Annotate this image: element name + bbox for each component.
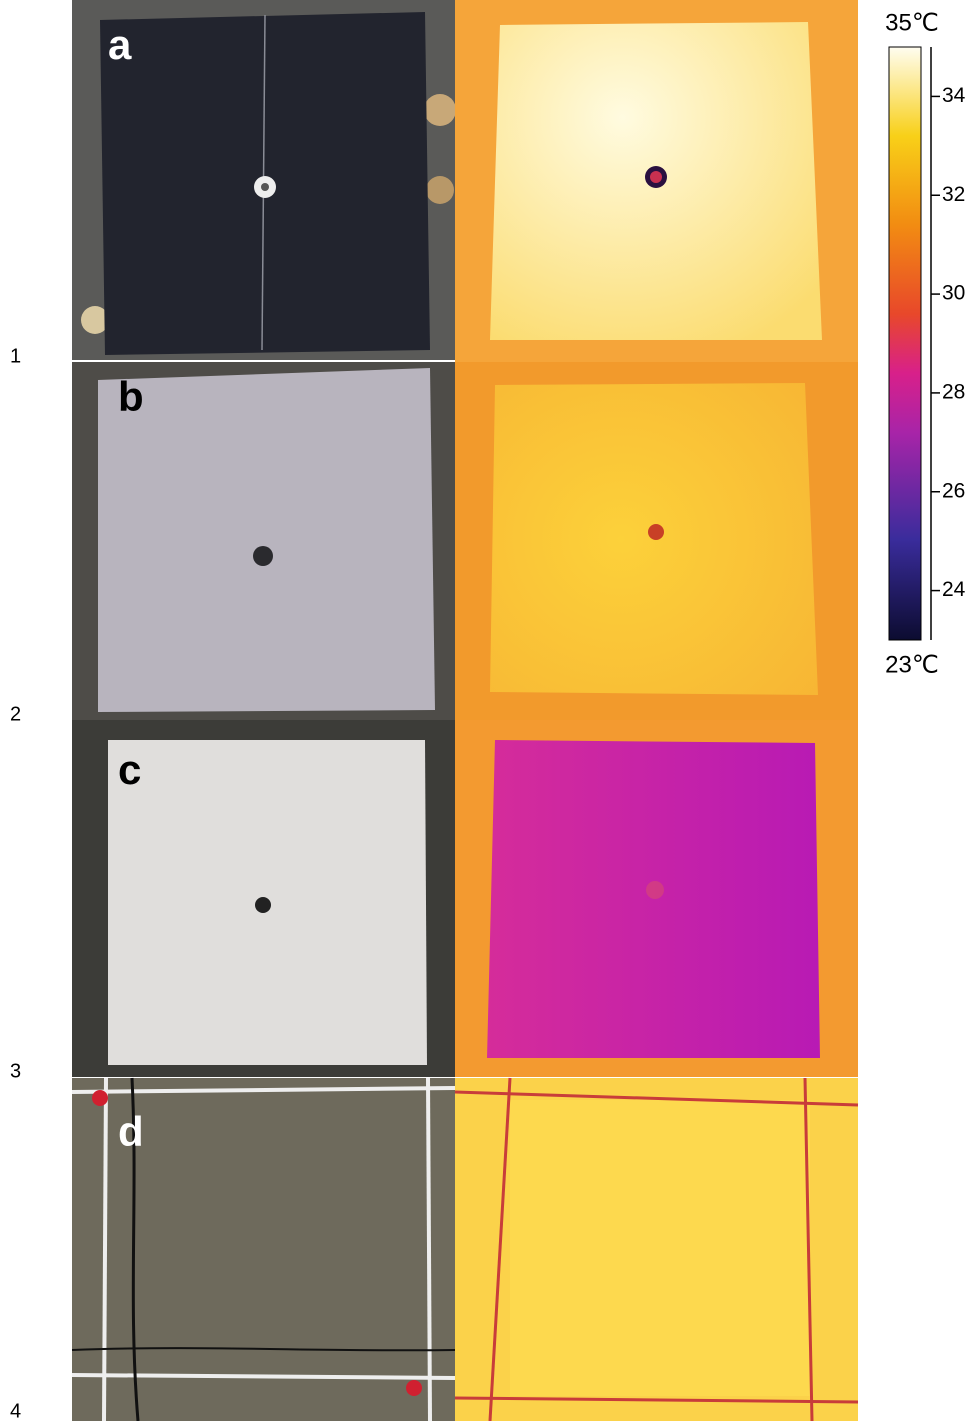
tick-label: 28	[942, 380, 965, 403]
row-number: 4	[10, 1400, 21, 1421]
tick-label: 34	[942, 84, 966, 107]
thermal-a	[455, 0, 858, 362]
thermal-b	[455, 362, 858, 720]
tick-label: 26	[942, 479, 965, 502]
page: {"panels": [ {"row": "1", "label": "a"},…	[0, 0, 976, 1426]
row-number: 2	[10, 703, 21, 725]
tick-label: 24	[942, 578, 966, 601]
colorbar-min-label: 23℃	[885, 651, 939, 678]
panel-label: a	[108, 21, 132, 68]
row-number: 1	[10, 345, 21, 367]
panel-label: b	[118, 373, 144, 420]
panel-label: c	[118, 746, 141, 793]
panel-label: d	[118, 1108, 144, 1155]
thermal-c	[455, 720, 858, 1077]
tick-label: 30	[942, 282, 965, 305]
colorbar-max-label: 35℃	[885, 9, 939, 36]
row-number: 3	[10, 1060, 21, 1082]
thermal-d	[455, 1078, 858, 1421]
colorbar	[889, 47, 921, 640]
figure: 1 2 3 4 a b c d 35℃ 23℃ 24 26 28 30 32 34	[0, 0, 976, 1421]
tick-label: 32	[942, 183, 965, 206]
